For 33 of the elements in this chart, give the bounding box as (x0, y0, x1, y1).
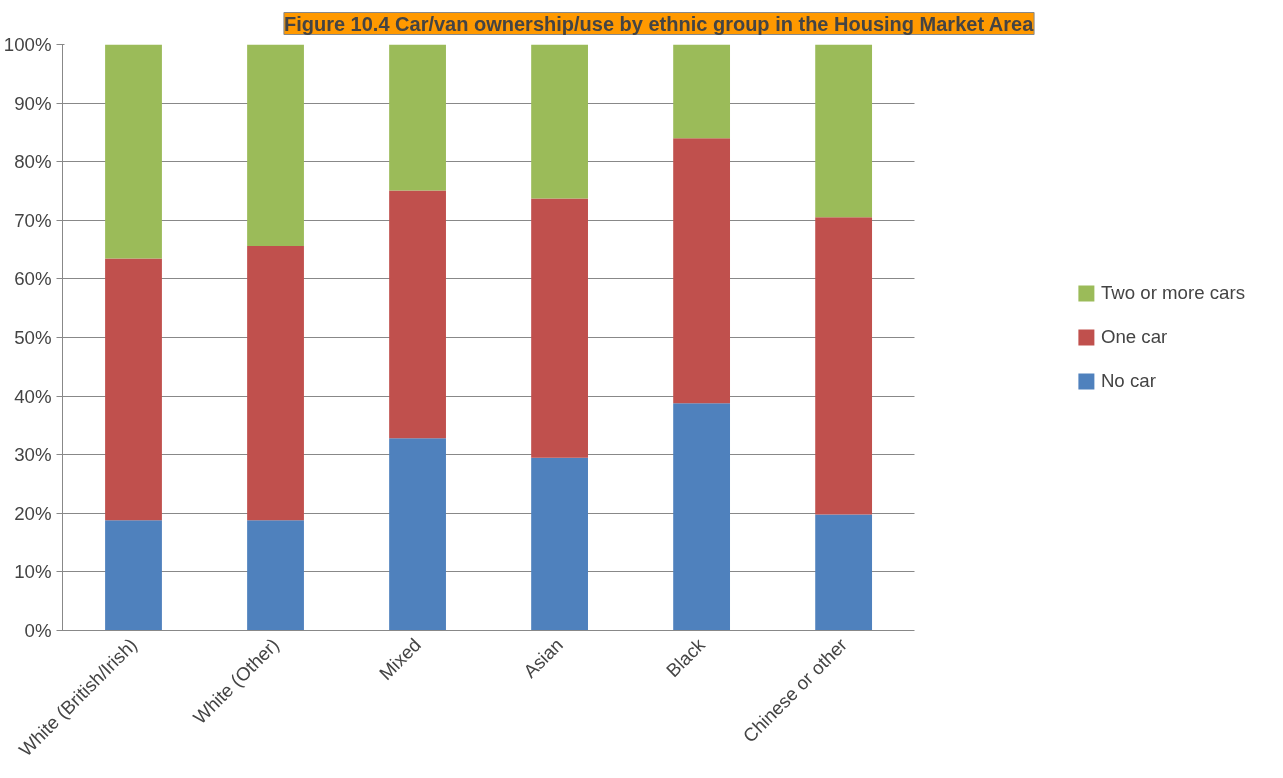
bar (673, 138, 731, 404)
bar (531, 457, 588, 631)
bar (815, 514, 873, 631)
y-tick-label: 20% (14, 502, 52, 524)
y-tick-label: 90% (14, 92, 52, 114)
bar (531, 198, 588, 458)
bar (105, 520, 162, 631)
bar (247, 44, 304, 247)
y-tick-label: 60% (14, 268, 52, 290)
bar (531, 44, 588, 199)
y-tick-label: 10% (14, 561, 52, 583)
bar (105, 44, 162, 259)
bar (247, 246, 304, 521)
bar (815, 217, 873, 515)
chart-title: Figure 10.4 Car/van ownership/use by ethnic group in the Housing Market Area (283, 12, 1035, 35)
y-tick-label: 0% (24, 620, 52, 641)
y-tick-label: 100% (3, 34, 52, 55)
bar (247, 520, 304, 631)
legend-label: No car (1100, 370, 1156, 392)
bar (673, 44, 731, 139)
y-tick-label: 50% (14, 327, 52, 348)
legend-label: One car (1100, 326, 1168, 348)
legend-label: Two or more cars (1100, 282, 1245, 304)
y-tick-label: 40% (14, 385, 52, 407)
bar (389, 44, 446, 191)
bar (815, 44, 873, 218)
bar (389, 438, 446, 631)
y-tick-label: 80% (14, 151, 52, 173)
y-tick-label: 70% (14, 209, 52, 231)
bar (673, 403, 731, 631)
bar (105, 258, 162, 521)
bar (389, 190, 446, 439)
y-tick-label: 30% (14, 444, 52, 466)
